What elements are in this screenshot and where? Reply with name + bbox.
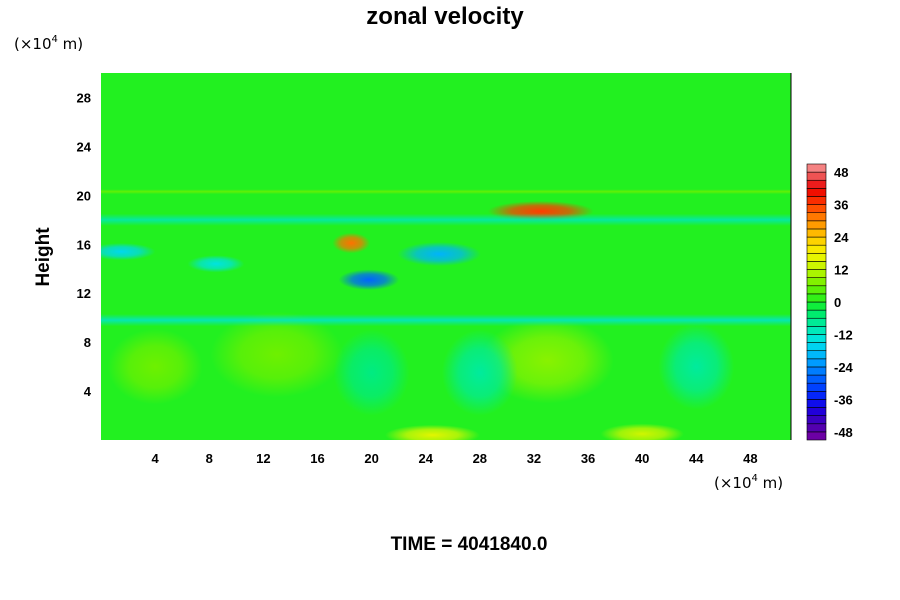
colorbar-swatch <box>806 382 827 392</box>
time-label: TIME = 4041840.0 <box>391 534 548 555</box>
colorbar-tick-label: 48 <box>834 165 848 180</box>
field-blob <box>385 424 480 440</box>
colorbar-swatch <box>806 342 827 352</box>
colorbar-swatch <box>806 423 827 433</box>
colorbar-swatch <box>806 188 827 197</box>
colorbar-tick-label: 36 <box>834 198 848 213</box>
colorbar-swatch <box>806 228 827 238</box>
x-tick-label: 20 <box>364 451 378 466</box>
y-axis-unit: (×104 m) <box>14 34 83 53</box>
y-axis-label: Height <box>33 227 54 287</box>
colorbar-swatch <box>806 252 827 262</box>
colorbar-swatch <box>806 407 827 416</box>
y-tick-label: 28 <box>77 90 91 105</box>
x-axis-unit: (×104 m) <box>714 473 783 492</box>
colorbar-swatch <box>806 350 827 360</box>
y-tick-label: 24 <box>77 139 92 154</box>
x-tick-label: 32 <box>527 451 541 466</box>
x-tick-label: 12 <box>256 451 270 466</box>
colorbar-swatch <box>806 431 827 441</box>
field-band <box>101 313 791 327</box>
colorbar-swatch <box>806 317 827 327</box>
colorbar-swatch <box>806 261 827 270</box>
x-tick-label: 44 <box>689 451 704 466</box>
field-band <box>101 189 791 195</box>
plot-area <box>101 73 792 440</box>
x-tick-label: 16 <box>310 451 324 466</box>
colorbar <box>806 163 827 441</box>
colorbar-swatch <box>806 374 827 384</box>
y-tick-label: 16 <box>77 237 91 252</box>
colorbar-swatch <box>806 244 827 254</box>
x-tick-label: 28 <box>473 451 487 466</box>
field-blob <box>332 232 371 254</box>
field-blob <box>107 328 203 405</box>
colorbar-tick-label: 24 <box>834 230 849 245</box>
colorbar-swatch <box>806 309 827 319</box>
colorbar-swatch <box>806 390 827 400</box>
field-band <box>101 213 791 226</box>
field-blob <box>210 311 344 398</box>
colorbar-tick-label: -12 <box>834 327 853 342</box>
colorbar-swatch <box>806 212 827 222</box>
field-blob <box>333 329 410 416</box>
colorbar-swatch <box>806 334 827 343</box>
x-tick-label: 40 <box>635 451 649 466</box>
field-blob <box>338 269 400 291</box>
y-tick-label: 4 <box>84 384 92 399</box>
colorbar-swatch <box>806 293 827 303</box>
y-tick-label: 12 <box>77 286 91 301</box>
field-blob <box>658 323 735 410</box>
colorbar-tick-label: 0 <box>834 295 841 310</box>
colorbar-swatch <box>806 399 827 408</box>
x-axis-ticks: 4 8 12 16 20 24 28 32 36 40 44 48 <box>152 451 758 466</box>
colorbar-swatch <box>806 366 827 376</box>
colorbar-swatch <box>806 196 827 205</box>
colorbar-tick-label: -24 <box>834 360 854 375</box>
colorbar-swatch <box>806 326 827 335</box>
colorbar-swatch <box>806 285 827 295</box>
colorbar-tick-label: -36 <box>834 392 853 407</box>
field-blob <box>600 423 684 440</box>
colorbar-swatch <box>806 358 827 368</box>
colorbar-tick-labels: 48 36 24 12 0 -12 -24 -36 -48 <box>834 165 854 440</box>
colorbar-swatch <box>806 269 827 278</box>
y-axis-ticks: 4 8 12 16 20 24 28 <box>77 90 92 399</box>
colorbar-swatch <box>806 236 827 246</box>
field-blob <box>187 255 245 273</box>
colorbar-swatch <box>806 277 827 287</box>
x-tick-label: 48 <box>743 451 757 466</box>
x-tick-label: 4 <box>152 451 160 466</box>
colorbar-tick-label: 12 <box>834 263 848 278</box>
field-blob <box>101 243 156 261</box>
colorbar-swatch <box>806 415 827 425</box>
field-blob <box>397 242 481 267</box>
colorbar-swatch <box>806 163 827 173</box>
y-tick-label: 8 <box>84 335 91 350</box>
colorbar-swatch <box>806 301 827 311</box>
colorbar-swatch <box>806 204 827 214</box>
x-tick-label: 8 <box>206 451 213 466</box>
chart-title: zonal velocity <box>366 3 524 30</box>
colorbar-swatch <box>806 220 827 230</box>
y-tick-label: 20 <box>77 188 91 203</box>
x-tick-label: 36 <box>581 451 595 466</box>
x-tick-label: 24 <box>418 451 433 466</box>
colorbar-swatch <box>806 179 827 189</box>
colorbar-tick-label: -48 <box>834 425 853 440</box>
field-blob <box>441 329 518 416</box>
velocity-field <box>101 189 791 440</box>
colorbar-swatch <box>806 171 827 181</box>
